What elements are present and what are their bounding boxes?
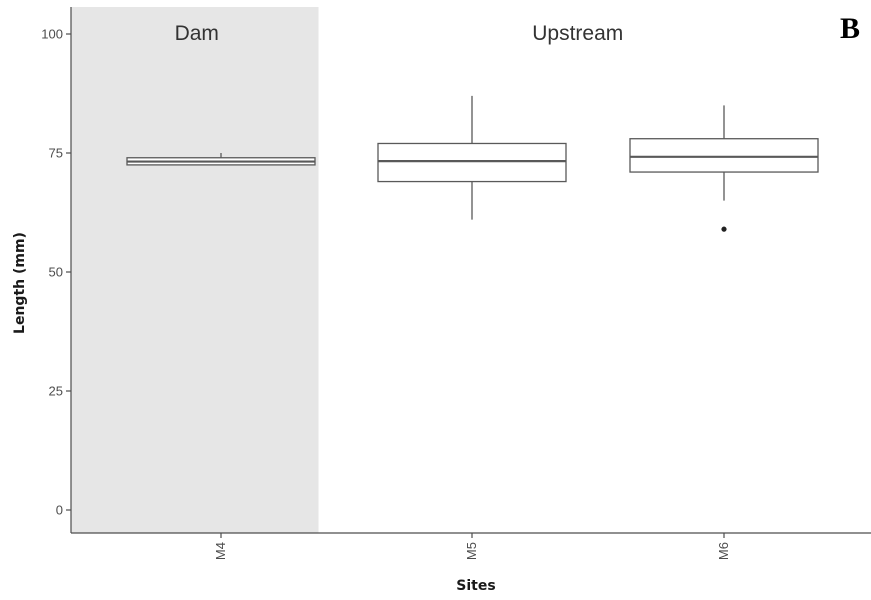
region-band-upstream: [318, 7, 871, 533]
region-label-upstream: Upstream: [532, 22, 623, 45]
boxplot-m5: [377, 95, 567, 220]
y-tick-label-0: 0: [56, 503, 63, 518]
x-tick-label-m5: M5: [464, 542, 479, 560]
outlier-m6-0: [721, 226, 727, 232]
y-tick-label-50: 50: [49, 265, 63, 280]
region-labels: Dam Upstream: [175, 22, 624, 45]
x-tick-label-m4: M4: [213, 542, 228, 560]
y-tick-label-25: 25: [49, 384, 63, 399]
x-axis-title: Sites: [456, 578, 495, 594]
region-label-dam: Dam: [175, 22, 219, 45]
region-band-dam: [71, 7, 319, 533]
panel-letter: B: [840, 12, 860, 45]
boxplot-m6: [629, 105, 819, 232]
box-m6: [629, 138, 819, 173]
y-tick-label-100: 100: [41, 27, 63, 42]
x-tick-label-m6: M6: [716, 542, 731, 560]
boxplots: [126, 95, 819, 232]
site-regions: [71, 7, 871, 533]
y-axis-title: Length (mm): [12, 232, 28, 334]
boxplot-m4: [126, 153, 316, 166]
box-m5: [377, 142, 567, 183]
y-tick-label-75: 75: [49, 146, 63, 161]
axes: 0 25 50 75 100 M4 M5 M6: [41, 7, 871, 560]
